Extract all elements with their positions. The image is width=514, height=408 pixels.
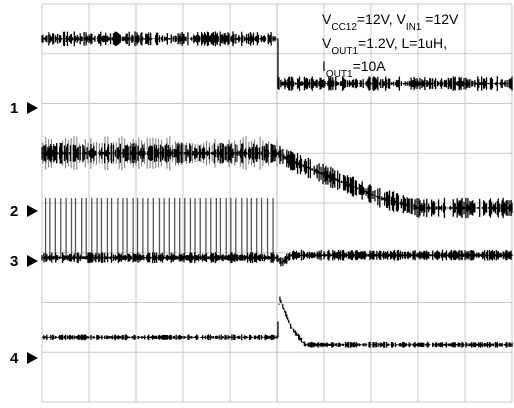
- annotation-line-2: VOUT1=1.2V, L=1uH,: [322, 35, 447, 57]
- marker-arrow-icon: [27, 102, 38, 114]
- marker-arrow-icon: [27, 352, 38, 364]
- channel-marker-label: 1: [10, 100, 18, 117]
- trace-channel-1: [41, 31, 513, 92]
- channel-marker-3: 3: [10, 253, 38, 270]
- marker-arrow-icon: [27, 255, 38, 267]
- marker-arrow-icon: [27, 205, 38, 217]
- channel-marker-label: 3: [10, 253, 18, 270]
- channel-marker-2: 2: [10, 203, 38, 220]
- annotation-line-1: VCC12=12V, VIN1 =12V: [322, 11, 459, 33]
- trace-channel-3: [41, 198, 513, 267]
- channel-marker-label: 2: [10, 203, 18, 220]
- channel-markers: 1 2 3 4: [10, 100, 38, 367]
- trace-channel-4: [41, 296, 513, 348]
- trace-channel-2: [41, 135, 513, 219]
- channel-marker-label: 4: [10, 350, 19, 367]
- traces: [41, 31, 513, 348]
- channel-marker-4: 4: [10, 350, 38, 367]
- channel-marker-1: 1: [10, 100, 38, 117]
- annotation-line-3: IOUT1=10A: [322, 58, 386, 80]
